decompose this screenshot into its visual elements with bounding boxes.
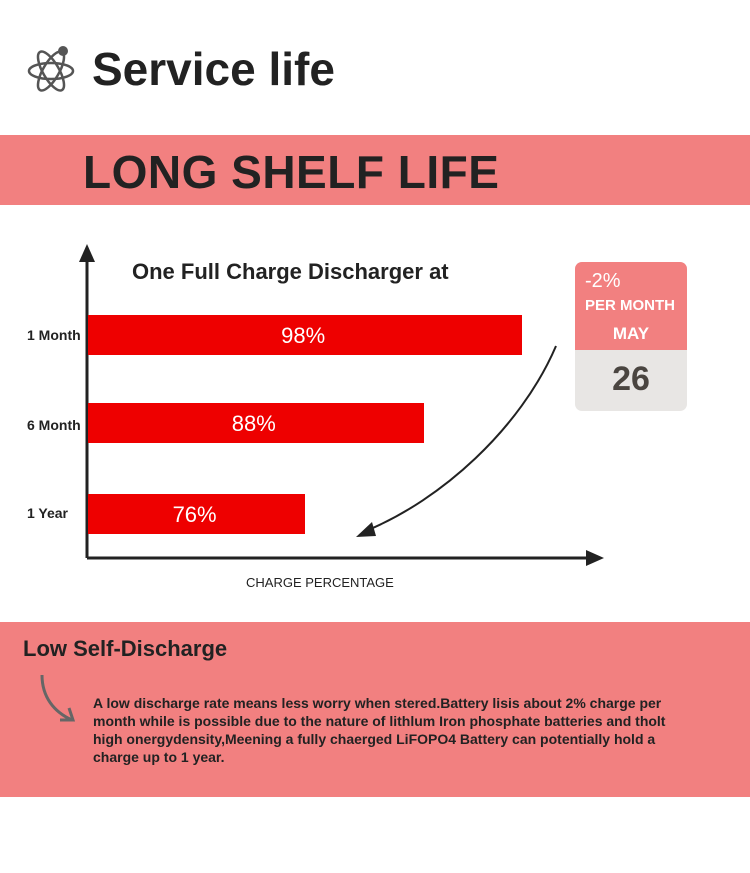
banner: LONG SHELF LIFE xyxy=(0,135,750,205)
atom-icon xyxy=(27,46,75,92)
category-label: 1 Month xyxy=(27,327,81,343)
x-axis-arrow xyxy=(586,550,604,566)
section-title: Low Self-Discharge xyxy=(23,636,228,661)
bar: 76% xyxy=(88,494,306,534)
month-text: MAY xyxy=(612,324,650,343)
x-axis-label: CHARGE PERCENTAGE xyxy=(246,575,394,590)
bar-value-label: 98% xyxy=(281,323,326,348)
arrow-down-right-icon xyxy=(40,674,76,722)
bar: 98% xyxy=(88,315,523,355)
day-text: 26 xyxy=(612,360,650,398)
rate-text: -2% xyxy=(585,270,621,292)
section-description: A low discharge rate means less worry wh… xyxy=(93,695,666,765)
curved-arrow-head xyxy=(356,522,376,537)
per-month-text: PER MONTH xyxy=(585,297,675,314)
category-label: 1 Year xyxy=(27,505,69,521)
bar: 88% xyxy=(88,403,424,443)
chart-title: One Full Charge Discharger at xyxy=(132,259,449,284)
category-label: 6 Month xyxy=(27,417,81,433)
bar-value-label: 76% xyxy=(172,502,217,527)
banner-title: LONG SHELF LIFE xyxy=(83,146,500,198)
calendar-card: -2% PER MONTH MAY 26 xyxy=(575,262,687,411)
page-title: Service life xyxy=(92,43,335,95)
bar-value-label: 88% xyxy=(231,411,276,436)
y-axis-arrow xyxy=(79,244,95,262)
low-self-discharge-section xyxy=(0,622,750,797)
curved-arrow xyxy=(367,345,557,531)
